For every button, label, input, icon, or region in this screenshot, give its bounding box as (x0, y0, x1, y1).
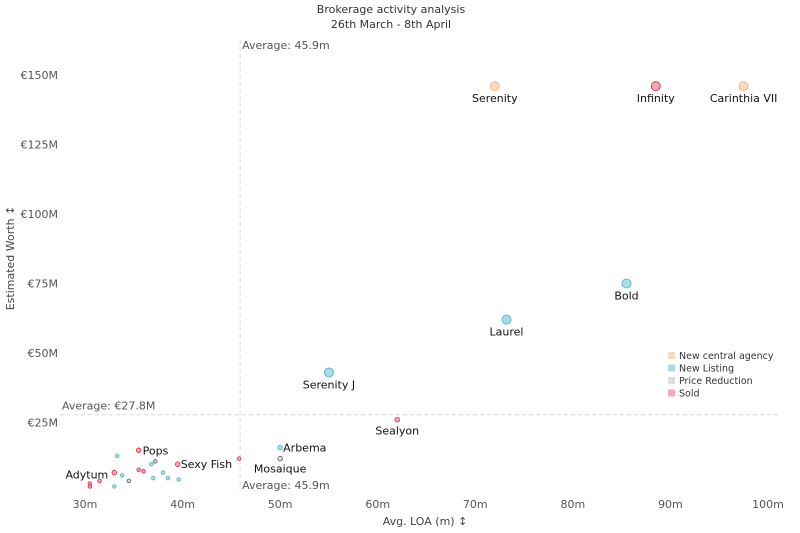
y-tick-label: €125M (21, 139, 59, 152)
y-axis-label: Estimated Worth ↕ (4, 206, 17, 311)
legend-label: New Listing (679, 364, 734, 375)
data-point (136, 467, 141, 473)
data-point (394, 416, 400, 423)
x-tick-label: 40m (170, 498, 195, 511)
data-point (174, 461, 181, 467)
y-tick-label: €150M (21, 69, 59, 82)
data-point (153, 459, 158, 464)
data-point-label: Serenity J (303, 378, 355, 391)
x-tick-label: 30m (73, 498, 98, 511)
y-tick-label: €100M (21, 208, 59, 221)
data-point (489, 81, 500, 92)
data-point (119, 473, 125, 478)
legend-label: New central agency (679, 351, 774, 362)
data-points: Serenity Carinthia VII Bold Laurel Serenity … (65, 81, 778, 489)
legend-label: Sold (679, 389, 700, 400)
y-tick-label: €50M (28, 347, 59, 360)
data-point (111, 469, 118, 476)
data-point-label: Adytum (65, 469, 108, 482)
data-point-label: Serenity (472, 92, 518, 105)
data-point-label: Laurel (490, 326, 524, 339)
data-point (126, 478, 132, 484)
data-point (323, 367, 334, 378)
data-point-label: Sexy Fish (181, 458, 232, 471)
x-tick-label: 50m (268, 498, 293, 511)
reference-lines: Average: 45.9m Average: 45.9m Average: €27… (60, 39, 780, 492)
data-point (621, 278, 632, 289)
data-point (97, 478, 102, 484)
data-point (277, 444, 283, 451)
legend-label: Price Reduction (679, 376, 753, 387)
legend-swatch (668, 352, 675, 359)
y-tick-label: €25M (28, 417, 59, 430)
data-point (650, 81, 661, 92)
x-tick-label: 60m (365, 498, 390, 511)
data-point-label: Bold (614, 290, 638, 303)
data-point (176, 477, 181, 482)
legend-swatch (668, 389, 675, 397)
x-tick-label: 90m (658, 498, 683, 511)
x-axis-ticks: 30m 40m 50m 60m 70m 80m 90m 100m (73, 498, 784, 511)
x-tick-label: 70m (463, 498, 488, 511)
data-point-label: Carinthia VII (710, 92, 778, 105)
y-average-label: Average: €27.8M (62, 400, 155, 413)
data-point (114, 453, 120, 459)
data-point (236, 456, 242, 461)
data-point-label: Sealyon (375, 425, 419, 438)
x-tick-label: 100m (752, 498, 784, 511)
data-point-label: Arbema (283, 442, 326, 455)
legend-swatch (668, 377, 675, 384)
data-point (149, 461, 154, 467)
data-point-label: Mosaique (254, 463, 307, 476)
data-point-label: Pops (143, 444, 169, 457)
data-point (141, 468, 146, 474)
data-point (87, 484, 93, 489)
y-axis-ticks: €25M €50M €75M €100M €125M €150M (21, 69, 59, 430)
chart-title: Brokerage activity analysis (317, 3, 466, 16)
data-point (165, 475, 171, 481)
x-average-label-top: Average: 45.9m (242, 39, 330, 52)
data-point (112, 484, 117, 489)
chart-subtitle: 26th March - 8th April (331, 18, 451, 31)
y-tick-label: €75M (28, 278, 59, 291)
x-average-label-bottom: Average: 45.9m (242, 479, 330, 492)
data-point (160, 470, 166, 475)
legend-swatch (668, 364, 675, 372)
data-point (135, 447, 142, 454)
data-point (738, 81, 749, 92)
data-point (151, 475, 156, 481)
data-point (501, 314, 512, 325)
data-point (277, 455, 283, 462)
data-point-label: Infinity (637, 92, 675, 105)
x-tick-label: 80m (560, 498, 585, 511)
x-axis-label: Avg. LOA (m) ↕ (383, 515, 468, 528)
